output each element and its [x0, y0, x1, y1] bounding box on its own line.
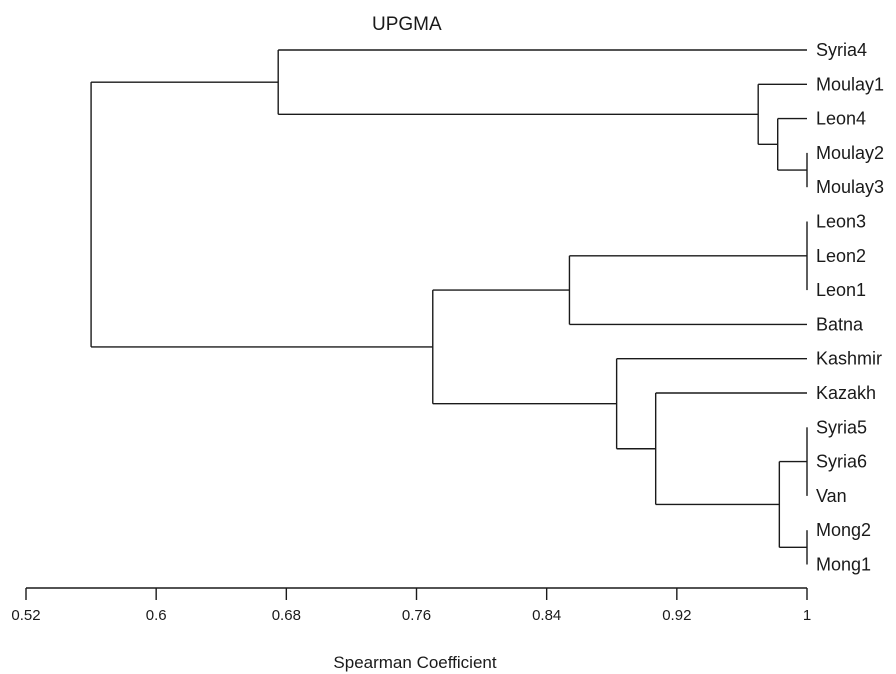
leaf-label: Kashmir [816, 349, 882, 369]
x-tick-label: 0.6 [146, 607, 167, 624]
leaf-label: Syria6 [816, 452, 867, 472]
leaf-label: Leon3 [816, 212, 866, 232]
leaf-label: Syria5 [816, 417, 867, 437]
leaf-label: Kazakh [816, 383, 876, 403]
x-tick-label: 0.84 [532, 607, 561, 624]
x-tick-label: 1 [803, 607, 811, 624]
leaf-label: Moulay3 [816, 177, 884, 197]
leaf-label: Van [816, 486, 847, 506]
leaf-label: Batna [816, 314, 864, 334]
x-tick-label: 0.76 [402, 607, 431, 624]
x-tick-label: 0.68 [272, 607, 301, 624]
chart-title: UPGMA [372, 14, 442, 35]
leaf-label: Leon4 [816, 109, 866, 129]
x-tick-label: 0.92 [662, 607, 691, 624]
leaf-label: Leon2 [816, 246, 866, 266]
x-tick-label: 0.52 [11, 607, 40, 624]
leaf-label: Mong2 [816, 520, 871, 540]
leaf-label: Mong1 [816, 555, 871, 575]
leaf-label: Moulay1 [816, 74, 884, 94]
leaf-label: Moulay2 [816, 143, 884, 163]
x-axis-label: Spearman Coefficient [333, 653, 497, 672]
leaf-label: Leon1 [816, 280, 866, 300]
leaf-label: Syria4 [816, 40, 867, 60]
